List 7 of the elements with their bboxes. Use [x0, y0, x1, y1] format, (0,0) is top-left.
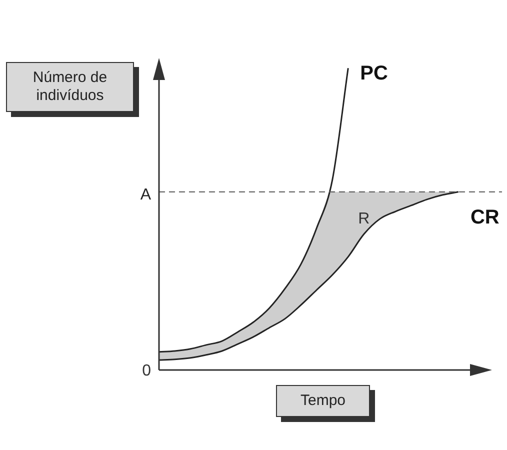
- text: 0: [142, 362, 152, 380]
- ref-line-label: A: [140, 186, 152, 204]
- x-axis-title: Tempo: [276, 385, 370, 417]
- annotation: R: [358, 210, 370, 228]
- y-axis-title: Número de indivíduos: [6, 62, 134, 112]
- series-label: CR: [470, 206, 500, 228]
- series-label: PC: [360, 62, 388, 85]
